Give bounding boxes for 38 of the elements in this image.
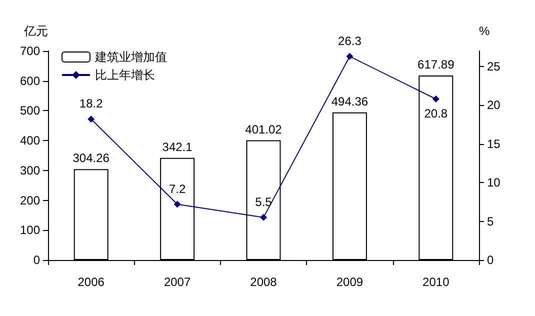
data-label: 401.02 <box>245 122 282 136</box>
data-label: 617.89 <box>418 58 455 72</box>
data-label: 26.3 <box>338 34 362 48</box>
y-axis-title: 亿元 <box>23 24 48 38</box>
y2-tick-label: 20 <box>487 98 501 112</box>
y2-tick-label: 0 <box>487 253 494 267</box>
x-tick-label: 2009 <box>336 275 364 289</box>
y-tick-label: 600 <box>20 74 40 88</box>
y-tick-label: 0 <box>33 253 40 267</box>
data-label: 494.36 <box>331 94 368 108</box>
data-label: 7.2 <box>168 182 186 196</box>
y2-tick-label: 15 <box>487 136 501 151</box>
point <box>432 95 440 102</box>
point <box>88 116 95 123</box>
x-tick-label: 2007 <box>164 275 191 289</box>
y-tick-label: 700 <box>20 44 40 58</box>
point <box>174 200 181 208</box>
y2-axis-title: % <box>479 24 490 38</box>
y-tick-label: 300 <box>20 163 40 178</box>
data-label: 304.26 <box>72 151 110 166</box>
y-tick-label: 100 <box>20 223 40 238</box>
y-tick-label: 500 <box>20 104 40 118</box>
data-label: 20.8 <box>424 106 448 120</box>
data-label: 18.2 <box>79 96 104 111</box>
point <box>260 214 267 221</box>
legend-label: 比上年增长 <box>95 68 155 82</box>
y2-tick-label: 25 <box>487 59 501 74</box>
data-label: 5.5 <box>255 194 272 209</box>
y-tick-label: 200 <box>20 193 40 208</box>
point <box>346 52 354 60</box>
legend-label: 建筑业增加值 <box>94 50 167 64</box>
data-label: 342.1 <box>162 140 193 154</box>
y2-tick-label: 10 <box>487 176 501 190</box>
y-tick-label: 400 <box>20 134 40 148</box>
x-tick-label: 2006 <box>78 275 105 289</box>
x-tick-label: 2008 <box>250 275 278 289</box>
x-tick-label: 2010 <box>422 275 450 289</box>
y2-tick-label: 5 <box>487 214 494 228</box>
